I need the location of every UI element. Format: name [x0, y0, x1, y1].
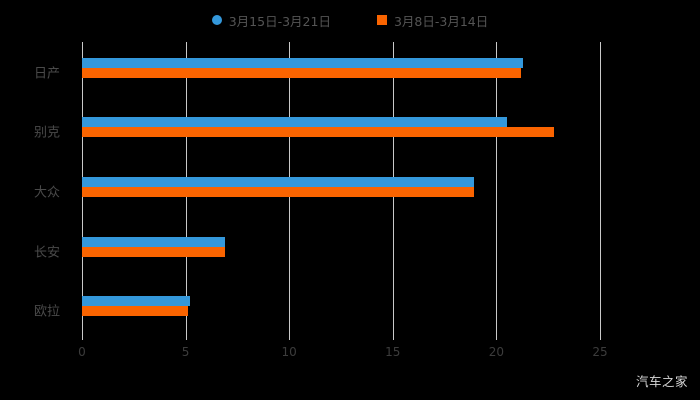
y-category-label: 欧拉	[33, 304, 60, 320]
legend-item[interactable]: 3月8日-3月14日	[376, 11, 489, 30]
x-tick-label: 5	[181, 345, 190, 359]
y-category-label: 大众	[33, 185, 60, 201]
chart-row: 长安	[34, 221, 600, 281]
chart-row: 日产	[34, 42, 600, 102]
bar-series-1[interactable]	[82, 176, 474, 187]
chart-row: 欧拉	[34, 280, 600, 340]
gridline	[496, 42, 498, 340]
watermark: 汽车之家	[635, 374, 688, 389]
bar-series-2[interactable]	[82, 306, 188, 317]
y-category-label: 长安	[33, 245, 60, 261]
y-category-label: 日产	[33, 66, 60, 82]
y-category-label: 别克	[33, 125, 60, 141]
legend-square-icon	[376, 15, 387, 25]
bar-series-1[interactable]	[82, 236, 225, 247]
gridline	[600, 42, 601, 340]
x-tick-label: 25	[592, 345, 608, 359]
bar-series-2[interactable]	[82, 67, 522, 78]
legend-label: 3月8日-3月14日	[393, 13, 489, 29]
bar-series-2[interactable]	[82, 186, 474, 197]
legend-item[interactable]: 3月15日-3月21日	[211, 11, 331, 30]
chart-legend: 3月15日-3月21日 3月8日-3月14日	[0, 8, 700, 32]
legend-label: 3月15日-3月21日	[228, 13, 331, 29]
x-tick-label: 20	[488, 345, 505, 359]
x-tick-label: 10	[281, 345, 297, 359]
bar-series-1[interactable]	[82, 57, 524, 68]
legend-circle-icon	[211, 15, 222, 25]
x-tick-label: 0	[78, 345, 86, 359]
bar-series-1[interactable]	[82, 117, 507, 128]
bar-series-2[interactable]	[82, 127, 555, 138]
bar-series-1[interactable]	[82, 296, 190, 307]
plot-area: 0 5 10 15 20 25 日产别克大众长安欧拉	[34, 42, 608, 359]
chart-row: 别克	[34, 102, 600, 162]
chart-row: 大众	[34, 161, 600, 221]
bar-series-2[interactable]	[82, 246, 225, 257]
x-tick-label: 15	[385, 345, 401, 359]
